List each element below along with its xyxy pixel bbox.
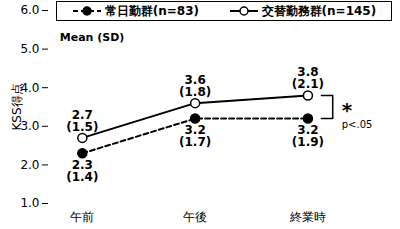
html-text:常日勤群(n=83): 常日勤群(n=83) bbox=[104, 3, 199, 18]
svg-text:3.6(1.8): 3.6(1.8) bbox=[179, 73, 211, 99]
svg-text:午後: 午後 bbox=[183, 210, 207, 224]
svg-text:p<.05: p<.05 bbox=[342, 119, 373, 130]
svg-text:午前: 午前 bbox=[70, 210, 94, 224]
svg-text:3.2(1.7): 3.2(1.7) bbox=[179, 123, 211, 149]
svg-text:KSS得点: KSS得点 bbox=[10, 83, 24, 130]
svg-text:2.3(1.4): 2.3(1.4) bbox=[66, 158, 98, 184]
svg-text:4.0: 4.0 bbox=[20, 80, 40, 95]
svg-text:6.0: 6.0 bbox=[20, 3, 39, 17]
svg-text:3.0: 3.0 bbox=[20, 119, 40, 134]
svg-text:1.0: 1.0 bbox=[20, 196, 39, 210]
svg-text:終業時: 終業時 bbox=[289, 210, 326, 224]
svg-text:5.0: 5.0 bbox=[20, 42, 39, 56]
html-text:交替勤務群(n=145): 交替勤務群(n=145) bbox=[261, 3, 377, 18]
svg-text:2.7(1.5): 2.7(1.5) bbox=[66, 108, 98, 134]
svg-text:Mean (SD): Mean (SD) bbox=[60, 31, 125, 44]
svg-text:3.8(2.1): 3.8(2.1) bbox=[292, 65, 324, 91]
svg-text:2.0: 2.0 bbox=[20, 158, 39, 172]
svg-text:3.2(1.9): 3.2(1.9) bbox=[292, 123, 324, 149]
